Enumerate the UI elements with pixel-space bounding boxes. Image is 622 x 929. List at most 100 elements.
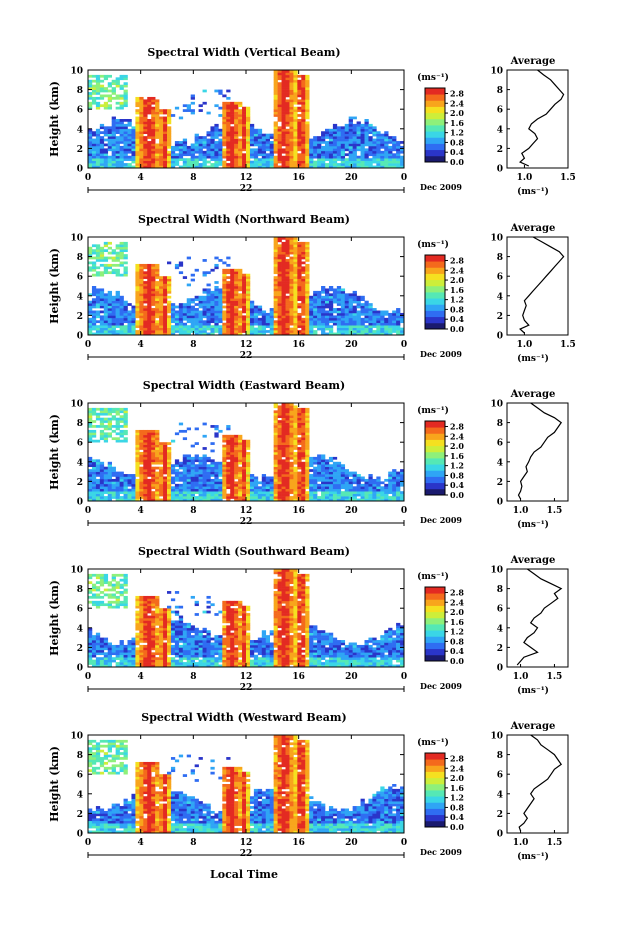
average-profile: 0 2 4 6 8 10 1.0 1.5 (ms⁻¹) bbox=[490, 67, 575, 198]
x-tick-label: 4 bbox=[138, 340, 144, 350]
avg-y-tick-label: 6 bbox=[497, 605, 503, 615]
avg-y-tick-label: 10 bbox=[490, 67, 503, 77]
avg-y-tick-label: 8 bbox=[497, 253, 503, 263]
colorbar-swatch bbox=[425, 464, 445, 471]
colorbar-tick-label: 0.8 bbox=[450, 802, 464, 812]
colorbar-swatch bbox=[425, 322, 445, 330]
chart-title: Spectral Width (Vertical Beam) bbox=[147, 46, 340, 59]
avg-y-tick-label: 10 bbox=[490, 234, 503, 244]
y-tick-label: 2 bbox=[77, 312, 83, 322]
date-label: 22 bbox=[240, 849, 253, 859]
avg-y-tick-label: 2 bbox=[497, 644, 503, 654]
x-tick-label: 4 bbox=[138, 838, 144, 848]
colorbar-swatch bbox=[425, 100, 445, 107]
avg-y-tick-label: 4 bbox=[497, 624, 503, 634]
colorbar-tick-label: 2.0 bbox=[450, 607, 464, 617]
colorbar-frame bbox=[424, 420, 446, 496]
colorbar-tick-label: 2.4 bbox=[450, 431, 464, 441]
y-tick-label: 0 bbox=[77, 498, 83, 508]
y-tick-label: 10 bbox=[70, 732, 83, 742]
y-tick-label: 4 bbox=[77, 125, 83, 135]
colorbar-tick-label: 2.8 bbox=[450, 753, 464, 763]
colorbar-swatch bbox=[425, 261, 445, 268]
x-tick-label: 16 bbox=[292, 838, 305, 848]
colorbar-tick-label: 0.4 bbox=[450, 480, 464, 490]
chart-title: Spectral Width (Northward Beam) bbox=[138, 213, 350, 226]
x-tick-label: 0 bbox=[401, 506, 407, 516]
avg-y-tick-label: 2 bbox=[497, 145, 503, 155]
y-axis-label: Height (km) bbox=[48, 746, 61, 822]
average-profile: 0 2 4 6 8 10 1.0 1.5 (ms⁻¹) bbox=[490, 566, 569, 696]
x-tick-label: 0 bbox=[85, 506, 91, 516]
colorbar-swatch bbox=[425, 654, 445, 662]
colorbar-tick-label: 0.8 bbox=[450, 470, 464, 480]
y-axis-label: Height (km) bbox=[48, 414, 61, 490]
colorbar-swatch bbox=[425, 820, 445, 828]
colorbar-swatch bbox=[425, 599, 445, 606]
colorbar-tick-label: 0.4 bbox=[450, 812, 464, 822]
colorbar-swatch bbox=[425, 783, 445, 791]
colorbar-frame bbox=[424, 254, 446, 330]
chart-panel-2: Spectral Width (Northward Beam) 0 2 4 6 8 10 He… bbox=[48, 213, 576, 364]
colorbar-tick-label: 0.0 bbox=[450, 656, 464, 666]
colorbar-swatch bbox=[425, 814, 445, 822]
y-tick-label: 6 bbox=[77, 106, 83, 116]
colorbar-swatch bbox=[425, 112, 445, 120]
colorbar-tick-label: 1.6 bbox=[450, 451, 464, 461]
x-axis-label: Local Time bbox=[210, 868, 278, 881]
colorbar-tick-label: 0.0 bbox=[450, 157, 464, 167]
average-profile: 0 2 4 6 8 10 1.0 1.5 (ms⁻¹) bbox=[490, 234, 575, 365]
avg-x-tick-label: 1.5 bbox=[560, 173, 576, 183]
x-tick-label: 4 bbox=[138, 173, 144, 183]
x-tick-label: 8 bbox=[190, 506, 196, 516]
colorbar-unit-label: (ms⁻¹) bbox=[417, 737, 449, 748]
average-unit-label: (ms⁻¹) bbox=[517, 519, 549, 530]
colorbar-swatch bbox=[425, 587, 445, 594]
colorbar-frame bbox=[424, 586, 446, 662]
colorbar-swatch bbox=[425, 765, 445, 772]
average-profile-line bbox=[519, 236, 565, 334]
colorbar-swatch bbox=[425, 759, 445, 766]
x-tick-label: 12 bbox=[240, 340, 253, 350]
average-profile-line bbox=[517, 402, 563, 500]
colorbar-swatch bbox=[425, 648, 445, 656]
avg-y-tick-label: 6 bbox=[497, 273, 503, 283]
colorbar-tick-label: 1.2 bbox=[450, 627, 464, 637]
colorbar-swatch bbox=[425, 439, 445, 447]
average-title: Average bbox=[510, 389, 556, 400]
avg-y-tick-label: 10 bbox=[490, 400, 503, 410]
y-tick-label: 4 bbox=[77, 790, 83, 800]
month-label: Dec 2009 bbox=[420, 349, 462, 359]
colorbar-tick-label: 1.2 bbox=[450, 793, 464, 803]
average-profile: 0 2 4 6 8 10 1.0 1.5 (ms⁻¹) bbox=[490, 732, 569, 862]
colorbar-swatch bbox=[425, 298, 445, 305]
colorbar-swatch bbox=[425, 427, 445, 434]
average-profile: 0 2 4 6 8 10 1.0 1.5 (ms⁻¹) bbox=[490, 400, 569, 530]
x-tick-label: 0 bbox=[85, 340, 91, 350]
colorbar-swatch bbox=[425, 790, 445, 797]
y-tick-label: 0 bbox=[77, 830, 83, 840]
avg-y-tick-label: 4 bbox=[497, 292, 503, 302]
month-label: Dec 2009 bbox=[420, 847, 462, 857]
colorbar-tick-label: 1.6 bbox=[450, 285, 464, 295]
colorbar-tick-label: 2.0 bbox=[450, 108, 464, 118]
colorbar-swatch bbox=[425, 137, 445, 144]
avg-x-tick-label: 1.5 bbox=[547, 672, 563, 682]
average-title: Average bbox=[510, 555, 556, 566]
y-axis-label: Height (km) bbox=[48, 580, 61, 656]
average-frame bbox=[506, 236, 569, 336]
heatmap-field bbox=[88, 735, 405, 834]
colorbar: 0.00.40.81.21.62.02.42.8 bbox=[424, 752, 464, 832]
avg-y-tick-label: 0 bbox=[497, 332, 503, 342]
date-label: 22 bbox=[240, 184, 253, 194]
average-title: Average bbox=[510, 721, 556, 732]
colorbar-swatch bbox=[425, 88, 445, 95]
y-tick-label: 4 bbox=[77, 624, 83, 634]
x-tick-label: 20 bbox=[345, 672, 358, 682]
y-tick-label: 4 bbox=[77, 458, 83, 468]
x-tick-label: 16 bbox=[292, 340, 305, 350]
colorbar-tick-label: 1.6 bbox=[450, 783, 464, 793]
average-profile-line bbox=[519, 69, 565, 167]
x-tick-label: 8 bbox=[190, 173, 196, 183]
avg-x-tick-label: 1.0 bbox=[517, 340, 533, 350]
